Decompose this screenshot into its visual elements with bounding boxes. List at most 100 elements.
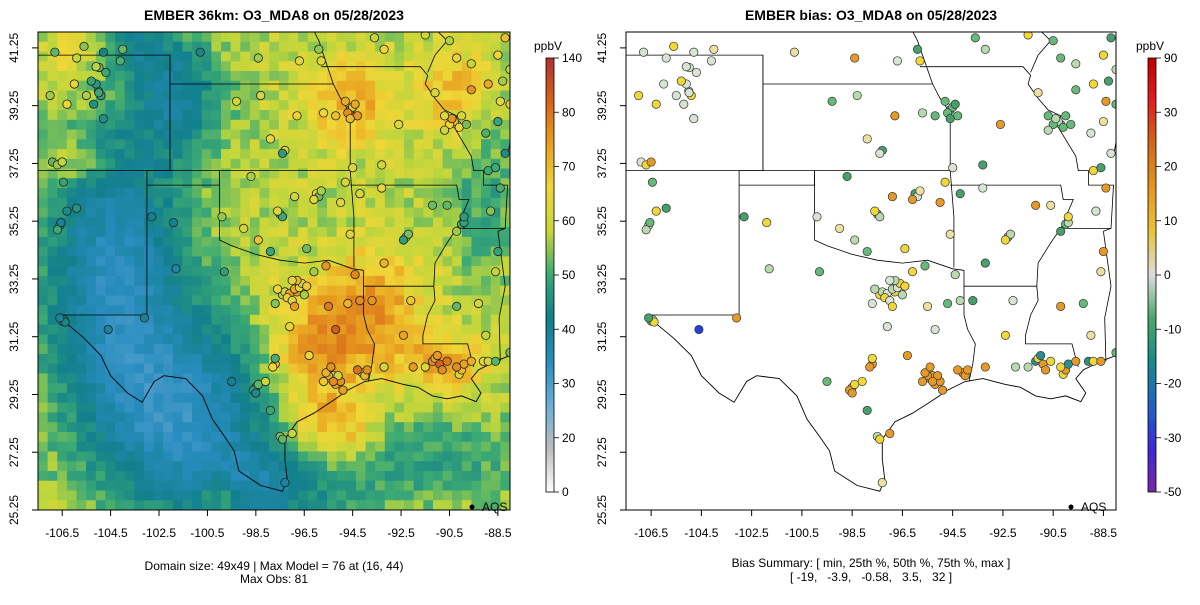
heatmap-cell (201, 149, 212, 160)
heatmap-cell (365, 158, 376, 170)
right-chart-title: EMBER bias: O3_MDA8 on 05/28/2023 (745, 7, 997, 23)
heatmap-cell (500, 119, 510, 131)
heatmap-cell (384, 51, 396, 62)
heatmap-cell (95, 178, 107, 189)
heatmap-cell (76, 80, 87, 92)
obs-site-marker (394, 119, 404, 130)
heatmap-cell (365, 41, 376, 53)
heatmap-cell (394, 422, 405, 433)
heatmap-cell (269, 110, 280, 121)
bias-site-marker (634, 90, 644, 101)
heatmap-cell (230, 256, 241, 267)
heatmap-cell (500, 314, 510, 326)
heatmap-cell (105, 431, 116, 443)
heatmap-cell (481, 51, 492, 62)
heatmap-cell (192, 461, 203, 472)
heatmap-cell (192, 158, 203, 170)
heatmap-cell (38, 334, 49, 345)
heatmap-cell (249, 334, 261, 345)
heatmap-cell (240, 61, 251, 72)
heatmap-cell (105, 402, 116, 414)
heatmap-cell (452, 470, 463, 482)
heatmap-cell (481, 188, 492, 199)
bias-site-marker (953, 365, 963, 375)
heatmap-cell (153, 353, 164, 365)
bias-site-marker (928, 376, 938, 387)
heatmap-cell (423, 236, 434, 248)
heatmap-cell (355, 217, 367, 228)
bias-site-marker (789, 47, 799, 57)
bias-site-marker (1063, 359, 1073, 369)
heatmap-cell (230, 168, 241, 179)
heatmap-cell (221, 324, 232, 336)
y-tick-label: 39.25 (7, 90, 21, 120)
heatmap-cell (201, 90, 212, 101)
heatmap-cell (336, 402, 347, 414)
heatmap-cell (115, 158, 126, 170)
heatmap-cell (317, 71, 328, 82)
heatmap-cell (95, 207, 107, 218)
heatmap-cell (38, 441, 49, 453)
heatmap-cell (384, 373, 396, 384)
heatmap-cell (124, 168, 135, 179)
heatmap-cell (124, 402, 135, 414)
obs-site-marker (231, 96, 242, 106)
heatmap-cell (384, 217, 396, 228)
heatmap-cell (336, 412, 347, 423)
heatmap-cell (66, 412, 78, 423)
heatmap-cell (66, 383, 78, 394)
heatmap-cell (124, 188, 135, 199)
colorbar-tick-label: 10 (1164, 214, 1178, 228)
heatmap-cell (375, 236, 386, 248)
heatmap-cell (375, 32, 386, 43)
obs-site-marker (490, 356, 501, 366)
heatmap-cell (249, 80, 261, 92)
heatmap-cell (471, 500, 482, 510)
obs-site-marker (171, 264, 181, 274)
heatmap-cell (452, 451, 463, 462)
heatmap-cell (95, 422, 107, 433)
heatmap-cell (221, 412, 232, 423)
heatmap-cell (240, 236, 251, 248)
heatmap-cell (278, 168, 290, 179)
heatmap-cell (481, 246, 492, 257)
heatmap-cell (105, 412, 116, 423)
heatmap-cell (490, 149, 501, 160)
heatmap-cell (201, 344, 212, 355)
heatmap-cell (461, 305, 473, 316)
heatmap-cell (452, 402, 463, 414)
heatmap-cell (134, 246, 145, 257)
heatmap-cell (172, 119, 184, 131)
bias-site-marker (920, 368, 930, 378)
heatmap-cell (38, 295, 49, 306)
heatmap-cell (278, 441, 290, 453)
heatmap-cell (500, 266, 510, 277)
heatmap-cell (442, 431, 453, 443)
left-aqs-legend-label: AQS (482, 500, 507, 514)
heatmap-cell (326, 100, 338, 111)
bias-site-marker (885, 275, 895, 285)
heatmap-cell (95, 149, 107, 160)
x-tick-label: -102.5 (735, 526, 769, 540)
heatmap-cell (404, 100, 415, 111)
heatmap-cell (57, 227, 68, 238)
heatmap-cell (365, 305, 376, 316)
heatmap-cell (384, 139, 396, 150)
heatmap-cell (105, 71, 116, 82)
heatmap-cell (346, 246, 357, 257)
heatmap-cell (230, 470, 241, 482)
heatmap-cell (211, 90, 222, 101)
heatmap-cell (201, 119, 212, 131)
heatmap-cell (355, 236, 367, 248)
heatmap-cell (259, 178, 270, 189)
heatmap-cell (481, 363, 492, 375)
heatmap-cell (481, 344, 492, 355)
heatmap-cell (269, 431, 280, 443)
heatmap-cell (346, 197, 357, 209)
heatmap-cell (413, 461, 424, 472)
heatmap-cell (288, 168, 299, 179)
heatmap-cell (423, 178, 434, 189)
heatmap-cell (143, 246, 155, 257)
right-plot-frame (625, 31, 1117, 511)
heatmap-cell (452, 149, 463, 160)
